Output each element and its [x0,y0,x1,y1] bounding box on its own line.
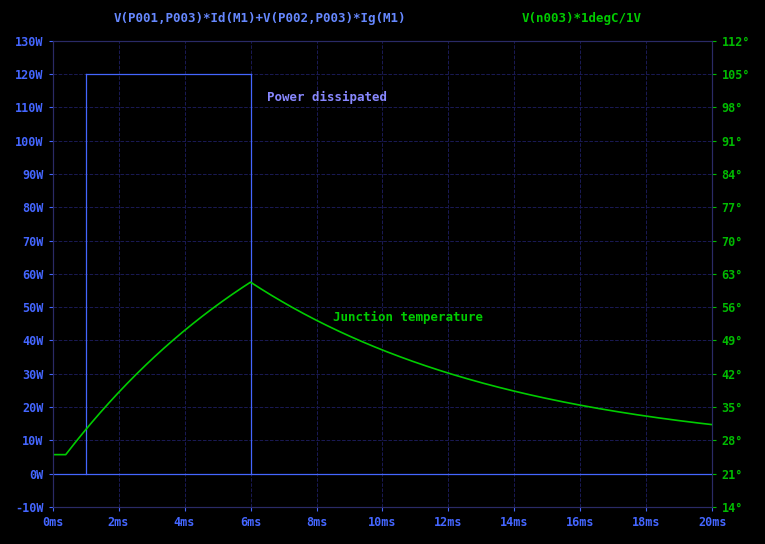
Text: Junction temperature: Junction temperature [333,311,483,324]
Text: V(P001,P003)*Id(M1)+V(P002,P003)*Ig(M1): V(P001,P003)*Id(M1)+V(P002,P003)*Ig(M1) [114,12,406,25]
Text: Power dissipated: Power dissipated [267,90,387,103]
Text: V(n003)*1degC/1V: V(n003)*1degC/1V [522,12,641,25]
